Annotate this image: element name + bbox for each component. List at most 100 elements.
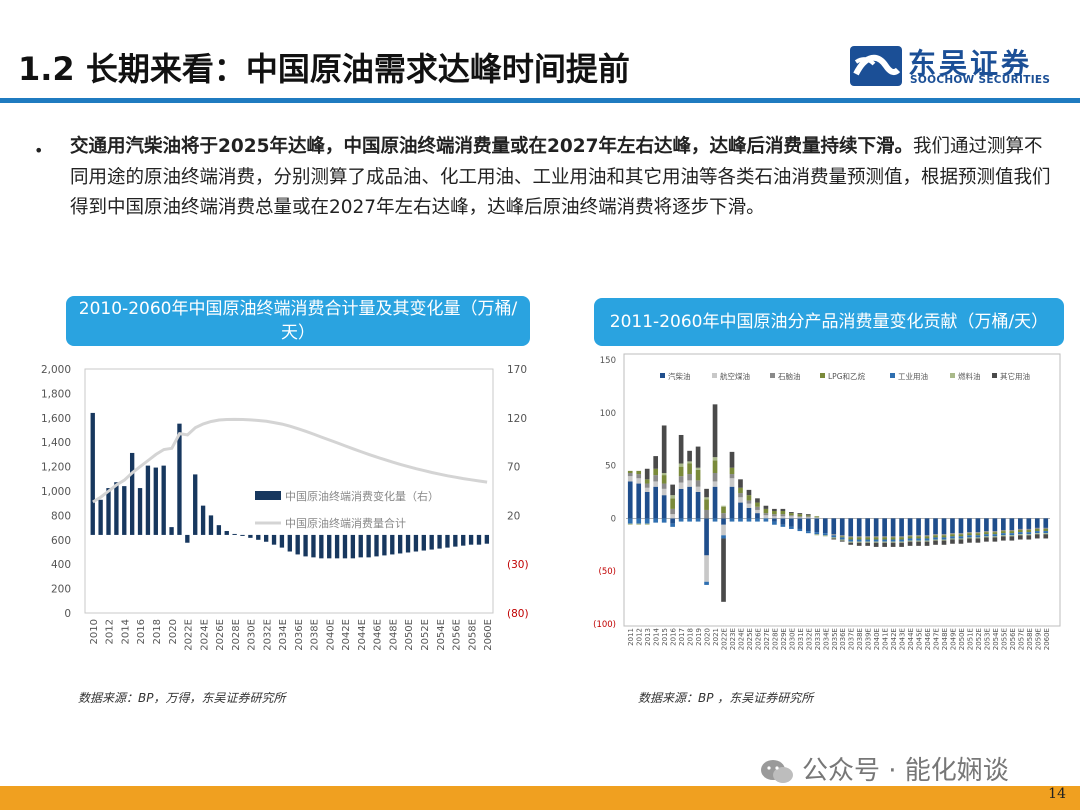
chart2-y-tick: (100) <box>593 620 616 630</box>
chart2-bar-segment <box>831 538 837 540</box>
chart2-bar-segment <box>814 517 820 519</box>
chart2-bar-segment <box>1009 536 1015 541</box>
chart2-bar-segment <box>984 532 989 535</box>
chart2-bar-segment <box>797 517 803 519</box>
chart2-bar-segment <box>636 478 642 484</box>
chart2-bar-segment <box>670 523 675 527</box>
chart2-bar-segment <box>805 515 811 517</box>
chart2-x-tick: 2019 <box>695 628 703 646</box>
chart2-bar-segment <box>729 518 735 522</box>
chart2-bar-segment <box>729 451 735 468</box>
chart2-x-tick: 2048E <box>941 628 949 650</box>
chart2-bar-segment <box>873 518 879 537</box>
chart2-bar-segment <box>721 538 726 602</box>
chart2-legend-label: 燃料油 <box>958 371 981 381</box>
chart2-bar-segment <box>941 534 947 536</box>
chart2-bar-segment <box>721 506 726 514</box>
chart2-bar-segment <box>789 513 794 516</box>
chart2-y-tick: 0 <box>611 514 616 524</box>
chart2-bar-segment <box>967 537 972 539</box>
chart2-bar-segment <box>848 542 854 545</box>
chart2-x-tick: 2041E <box>882 628 890 650</box>
chart2-bar-segment <box>678 476 684 483</box>
chart2-bar-segment <box>1001 530 1006 532</box>
chart2-bar-segment <box>1026 518 1032 529</box>
chart2-bar-segment <box>916 541 921 546</box>
chart1-x-tick: 2032E <box>262 619 273 651</box>
chart2-bar-segment <box>814 534 820 536</box>
chart2-bar-segment <box>958 533 964 535</box>
chart2-bar-segment <box>772 511 777 515</box>
chart2-bar-segment <box>661 472 667 476</box>
chart2-bar-segment <box>695 469 701 481</box>
chart1-y-right-tick: (30) <box>507 559 529 571</box>
chart2-bar-segment <box>839 539 845 541</box>
chart2-x-tick: 2014 <box>653 627 661 645</box>
chart2-bar-segment <box>797 528 803 532</box>
chart1-y-left-tick: 1,200 <box>41 462 71 474</box>
chart1-total-consumption: 2,000 1,800 1,600 1,400 1,200 1,000 800 600 400 2… <box>41 364 529 651</box>
chart2-bar-segment <box>984 534 989 537</box>
chart1-x-tick: 2042E <box>341 619 352 651</box>
chart1-x-tick: 2036E <box>294 619 305 651</box>
chart1-legend-bar-label: 中国原油终端消费变化量（右） <box>285 489 439 503</box>
chart2-bar-segment <box>780 516 786 519</box>
chart2-bar-segment <box>644 483 650 488</box>
chart2-bar-segment <box>865 518 871 537</box>
chart2-bar-segment <box>916 538 921 541</box>
chart1-x-tick: 2058E <box>467 619 478 651</box>
chart1-x-tick: 2028E <box>231 619 242 651</box>
chart2-bar-segment <box>805 514 811 516</box>
chart2-x-tick: 2057E <box>1017 628 1025 650</box>
chart1-x-tick: 2050E <box>404 619 415 651</box>
chart2-bar-segment <box>1034 531 1040 534</box>
chart2-bar-segment <box>1026 530 1032 533</box>
chart1-bar <box>169 527 174 535</box>
chart2-bar-segment <box>907 541 913 546</box>
chart2-bar-segment <box>882 542 887 547</box>
chart2-legend-label: LPG和乙烷 <box>828 371 866 381</box>
chart2-bar-segment <box>712 518 718 522</box>
chart2-x-tick: 2024E <box>737 628 745 650</box>
chart1-bar <box>137 488 143 535</box>
chart1-y-left-tick: 800 <box>51 510 71 522</box>
chart2-bar-segment <box>627 523 633 525</box>
chart1-y-right-tick: (80) <box>507 608 529 620</box>
chart2-x-tick: 2036E <box>839 628 847 650</box>
chart2-x-tick: 2025E <box>746 628 754 650</box>
chart2-bar-segment <box>695 486 701 492</box>
source-note-1: 数据来源：BP，万得，东吴证券研究所 <box>78 691 286 705</box>
chart2-bar-segment <box>780 518 786 525</box>
chart1-bar <box>106 488 111 535</box>
chart1-bar <box>185 534 190 543</box>
chart1-bar <box>484 534 490 544</box>
chart2-bar-segment <box>899 542 904 547</box>
chart2-bar-segment <box>873 539 879 542</box>
lead-sentence: 交通用汽柴油将于2025年达峰，中国原油终端消费量或在2027年左右达峰，达峰后… <box>70 136 913 157</box>
chart1-title: 2010-2060年中国原油终端消费合计量及其变化量（万桶/天） <box>66 296 530 346</box>
chart2-bar-segment <box>950 536 955 539</box>
chart2-bar-segment <box>967 533 972 536</box>
chart2-bar-segment <box>975 537 981 539</box>
chart2-bar-segment <box>958 536 964 539</box>
chart2-bar-segment <box>805 518 811 532</box>
chart2-x-tick: 2021 <box>712 628 720 646</box>
chart2-bar-segment <box>1034 533 1040 535</box>
chart1-x-tick: 2010 <box>89 619 100 644</box>
chart2-bar-segment <box>1009 518 1015 531</box>
chart2-bar-segment <box>653 475 659 482</box>
chart2-bar-segment <box>738 487 743 494</box>
chart2-bar-segment <box>992 534 998 537</box>
chart2-bar-segment <box>687 461 692 464</box>
chart2-bar-segment <box>763 518 769 522</box>
chart1-bar <box>279 534 285 548</box>
chart2-y-tick: 150 <box>600 356 616 366</box>
chart2-bar-segment <box>1043 534 1049 539</box>
chart2-bar-segment <box>738 479 743 488</box>
chart2-legend-swatch <box>950 373 955 378</box>
chart1-x-tick: 2052E <box>420 619 431 651</box>
chart2-bar-segment <box>984 518 989 532</box>
chart2-bar-segment <box>772 514 777 517</box>
chart1-bar <box>405 534 411 553</box>
chart2-bar-segment <box>890 537 896 540</box>
